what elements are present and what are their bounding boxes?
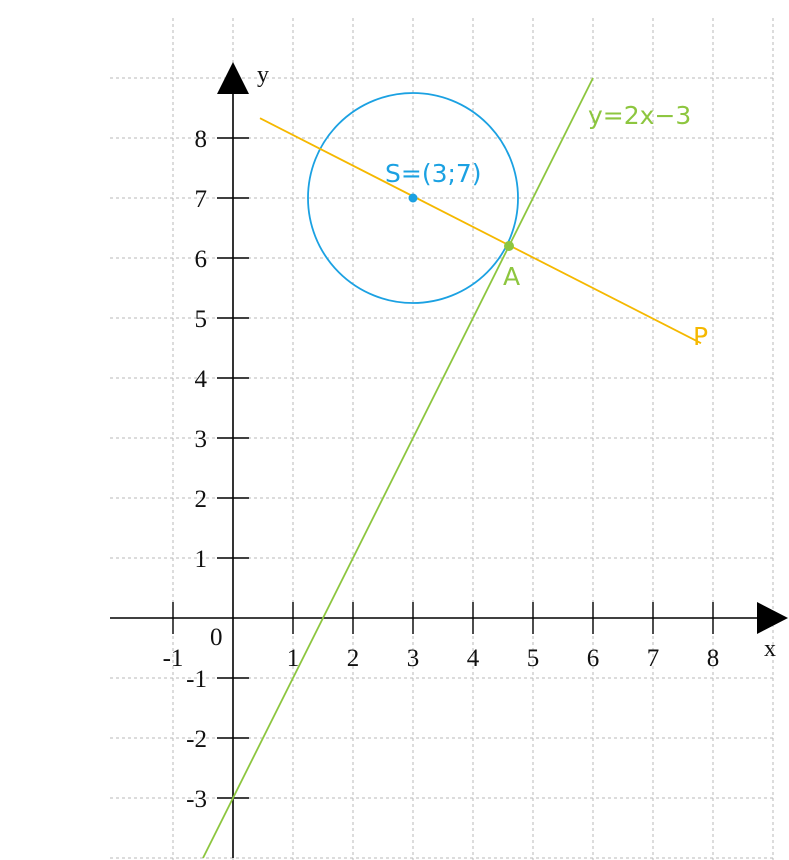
- x-tick-label: 6: [587, 645, 600, 672]
- point-a-label: A: [503, 262, 520, 291]
- y-tick-label: 7: [195, 186, 208, 213]
- y-tick-label: 8: [195, 126, 208, 153]
- y-tick-label: 6: [195, 246, 208, 273]
- line-equation-label: y=2x−3: [588, 101, 691, 130]
- y-tick-label: 3: [195, 426, 208, 453]
- center-label: S=(3;7): [385, 159, 482, 188]
- x-tick-label: -1: [163, 645, 184, 672]
- x-tick-label: 7: [647, 645, 660, 672]
- x-tick-label: 8: [707, 645, 720, 672]
- y-tick-label: -2: [186, 726, 207, 753]
- perpendicular-line: [259, 117, 702, 345]
- ticks: [172, 137, 714, 799]
- x-axis-arrow: [757, 602, 788, 634]
- y-tick-label: 2: [195, 486, 208, 513]
- origin-label: 0: [210, 624, 223, 651]
- x-tick-label: 2: [347, 645, 360, 672]
- x-axis-label: x: [764, 636, 776, 662]
- circle: [307, 92, 519, 304]
- y-axis-label: y: [257, 62, 269, 88]
- y-tick-label: -3: [186, 786, 207, 813]
- tick-labels: -1 1 2 3 4 5 6 7 8 8 7 6 5 4 3 2 1 -1 -2 -3: [163, 126, 720, 813]
- x-tick-label: 5: [527, 645, 540, 672]
- x-tick-label: 4: [467, 645, 480, 672]
- grid: [110, 18, 776, 860]
- point-a: [504, 241, 514, 251]
- x-tick-label: 1: [287, 645, 300, 672]
- y-tick-label: -1: [186, 666, 207, 693]
- perpendicular-label: P: [693, 322, 708, 351]
- x-tick-label: 3: [407, 645, 420, 672]
- center-point: [408, 193, 418, 203]
- y-tick-label: 5: [195, 306, 208, 333]
- line-graph: [202, 77, 594, 859]
- y-tick-label: 4: [195, 366, 208, 393]
- y-tick-label: 1: [195, 546, 208, 573]
- y-axis-arrow: [217, 62, 249, 94]
